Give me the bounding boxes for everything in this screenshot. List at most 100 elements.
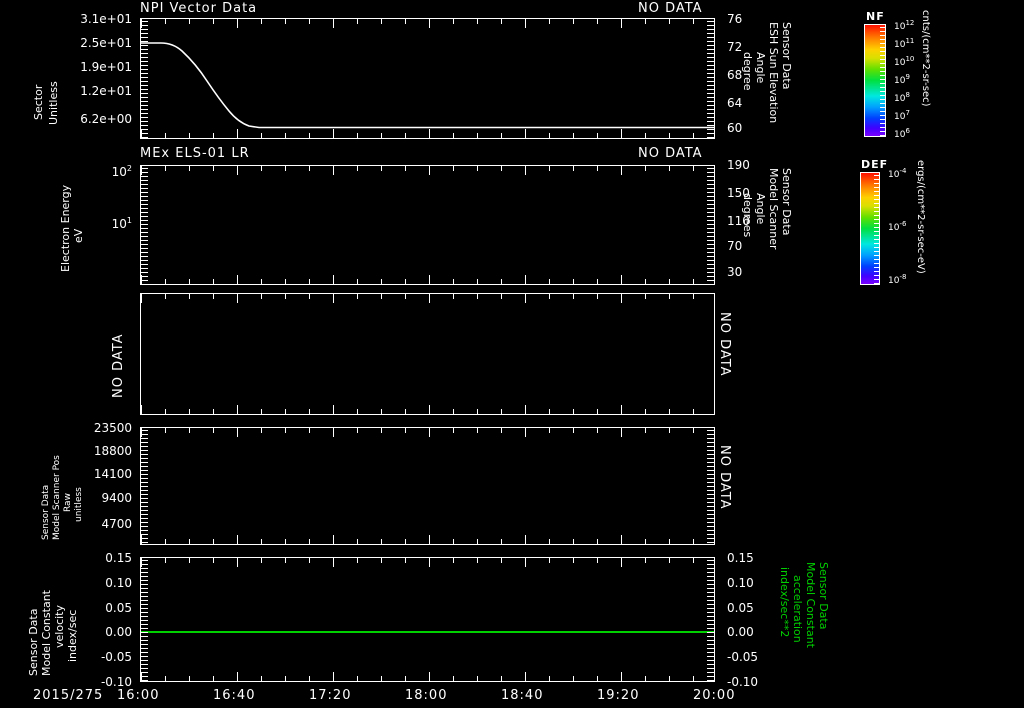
axis-tick-minor bbox=[141, 486, 148, 487]
axis-tick bbox=[477, 539, 478, 544]
axis-tick bbox=[477, 133, 478, 138]
axis-tick-minor bbox=[707, 264, 714, 265]
axis-tick bbox=[477, 279, 478, 284]
axis-tick bbox=[693, 279, 694, 284]
panel-2-title: MEx ELS-01 LR bbox=[140, 146, 250, 161]
axis-tick bbox=[549, 428, 550, 433]
colorbar-tick bbox=[874, 211, 879, 212]
colorbar-nf-gradient[interactable] bbox=[864, 24, 886, 137]
panel-1-right-axis-label: Sensor Data bbox=[780, 22, 793, 90]
colorbar-tick bbox=[880, 131, 885, 132]
colorbar-nf-tick-0: 1012 bbox=[894, 19, 914, 32]
axis-tick-minor bbox=[707, 240, 714, 241]
axis-tick-minor bbox=[707, 260, 714, 261]
axis-tick bbox=[477, 294, 478, 299]
axis-tick-minor bbox=[141, 600, 148, 601]
panel-1-right-axis-label-line-0: Sensor Data bbox=[780, 22, 793, 90]
axis-tick bbox=[405, 409, 406, 414]
axis-tick-minor bbox=[707, 109, 714, 110]
axis-tick-minor bbox=[707, 57, 714, 58]
colorbar-tick bbox=[874, 187, 879, 188]
axis-tick bbox=[309, 279, 310, 284]
axis-tick bbox=[621, 558, 622, 567]
axis-tick bbox=[549, 294, 550, 299]
axis-tick-minor bbox=[707, 454, 714, 455]
axis-tick bbox=[573, 279, 574, 284]
axis-tick-minor bbox=[141, 660, 148, 661]
panel-2-right-ytick-1: 150 bbox=[727, 186, 750, 200]
axis-tick bbox=[573, 539, 574, 544]
axis-tick-minor bbox=[141, 518, 148, 519]
axis-tick-minor bbox=[707, 672, 714, 673]
panel-5-right-axis-units: index/sec**2 bbox=[778, 567, 791, 637]
axis-tick bbox=[501, 279, 502, 284]
axis-tick bbox=[477, 409, 478, 414]
axis-tick bbox=[501, 428, 502, 433]
colorbar-nf-units: cnts/(cm**2-sr-sec) bbox=[920, 10, 931, 107]
axis-tick bbox=[453, 676, 454, 681]
colorbar-tick bbox=[880, 83, 885, 84]
axis-tick-minor bbox=[141, 89, 148, 90]
axis-tick-minor bbox=[141, 256, 148, 257]
panel-4-ytick-0: 23500 bbox=[93, 421, 132, 435]
axis-tick-minor bbox=[707, 576, 714, 577]
axis-tick-minor bbox=[141, 470, 148, 471]
axis-tick-minor bbox=[141, 208, 148, 209]
axis-tick bbox=[453, 409, 454, 414]
colorbar-tick bbox=[874, 235, 879, 236]
axis-tick-minor bbox=[141, 680, 148, 681]
axis-tick-minor bbox=[707, 272, 714, 273]
panel-3-plotbox[interactable] bbox=[140, 293, 715, 415]
axis-tick bbox=[141, 275, 142, 284]
axis-tick-minor bbox=[141, 656, 148, 657]
axis-tick bbox=[333, 672, 334, 681]
axis-tick bbox=[453, 133, 454, 138]
axis-tick bbox=[453, 428, 454, 433]
axis-tick bbox=[285, 19, 286, 24]
axis-tick-minor bbox=[707, 232, 714, 233]
axis-tick bbox=[669, 166, 670, 171]
axis-tick-minor bbox=[141, 236, 148, 237]
panel-5-left-axis-label: Sensor Data bbox=[27, 609, 40, 676]
axis-tick bbox=[381, 19, 382, 24]
panel-2-right-axis-label-3: Angle bbox=[754, 193, 767, 224]
panel-1-plotbox[interactable] bbox=[140, 18, 715, 139]
axis-tick bbox=[189, 166, 190, 171]
axis-tick bbox=[597, 294, 598, 299]
axis-tick bbox=[645, 279, 646, 284]
panel-1-right-axis-label-line-1: ESH Sun Elevation bbox=[767, 22, 780, 124]
axis-tick-minor bbox=[707, 256, 714, 257]
axis-tick-minor bbox=[707, 608, 714, 609]
panel-5-plotbox[interactable] bbox=[140, 557, 715, 682]
axis-tick bbox=[549, 166, 550, 171]
axis-tick-minor bbox=[141, 168, 148, 169]
panel-4-plotbox[interactable] bbox=[140, 427, 715, 545]
axis-tick bbox=[381, 558, 382, 563]
panel-5-right-axis-label-line-2: acceleration bbox=[791, 575, 804, 643]
panel-5-right-axis-label-2: Model Constant bbox=[804, 562, 817, 648]
axis-tick-minor bbox=[141, 588, 148, 589]
colorbar-tick bbox=[880, 99, 885, 100]
axis-tick bbox=[573, 409, 574, 414]
axis-tick-minor bbox=[707, 584, 714, 585]
axis-tick bbox=[165, 19, 166, 24]
colorbar-tick bbox=[880, 55, 885, 56]
axis-tick bbox=[213, 166, 214, 171]
axis-tick bbox=[501, 558, 502, 563]
colorbar-def-tick-0-mantissa: 10 bbox=[888, 170, 900, 180]
panel-4-right-status: NO DATA bbox=[717, 445, 732, 510]
colorbar-nf-title: NF bbox=[866, 10, 885, 23]
axis-tick-minor bbox=[141, 676, 148, 677]
panel-2-plotbox[interactable] bbox=[140, 165, 715, 285]
colorbar-def-gradient[interactable] bbox=[860, 172, 880, 285]
panel-2-right-ytick-0: 190 bbox=[727, 158, 750, 172]
axis-tick bbox=[621, 535, 622, 544]
axis-tick bbox=[285, 539, 286, 544]
axis-tick-minor bbox=[707, 526, 714, 527]
axis-tick-minor bbox=[707, 33, 714, 34]
colorbar-def-units: ergs/(cm**2-sr-sec-eV) bbox=[915, 160, 926, 274]
axis-tick bbox=[189, 133, 190, 138]
axis-tick-minor bbox=[707, 564, 714, 565]
axis-tick-minor bbox=[707, 41, 714, 42]
colorbar-tick bbox=[874, 283, 879, 284]
